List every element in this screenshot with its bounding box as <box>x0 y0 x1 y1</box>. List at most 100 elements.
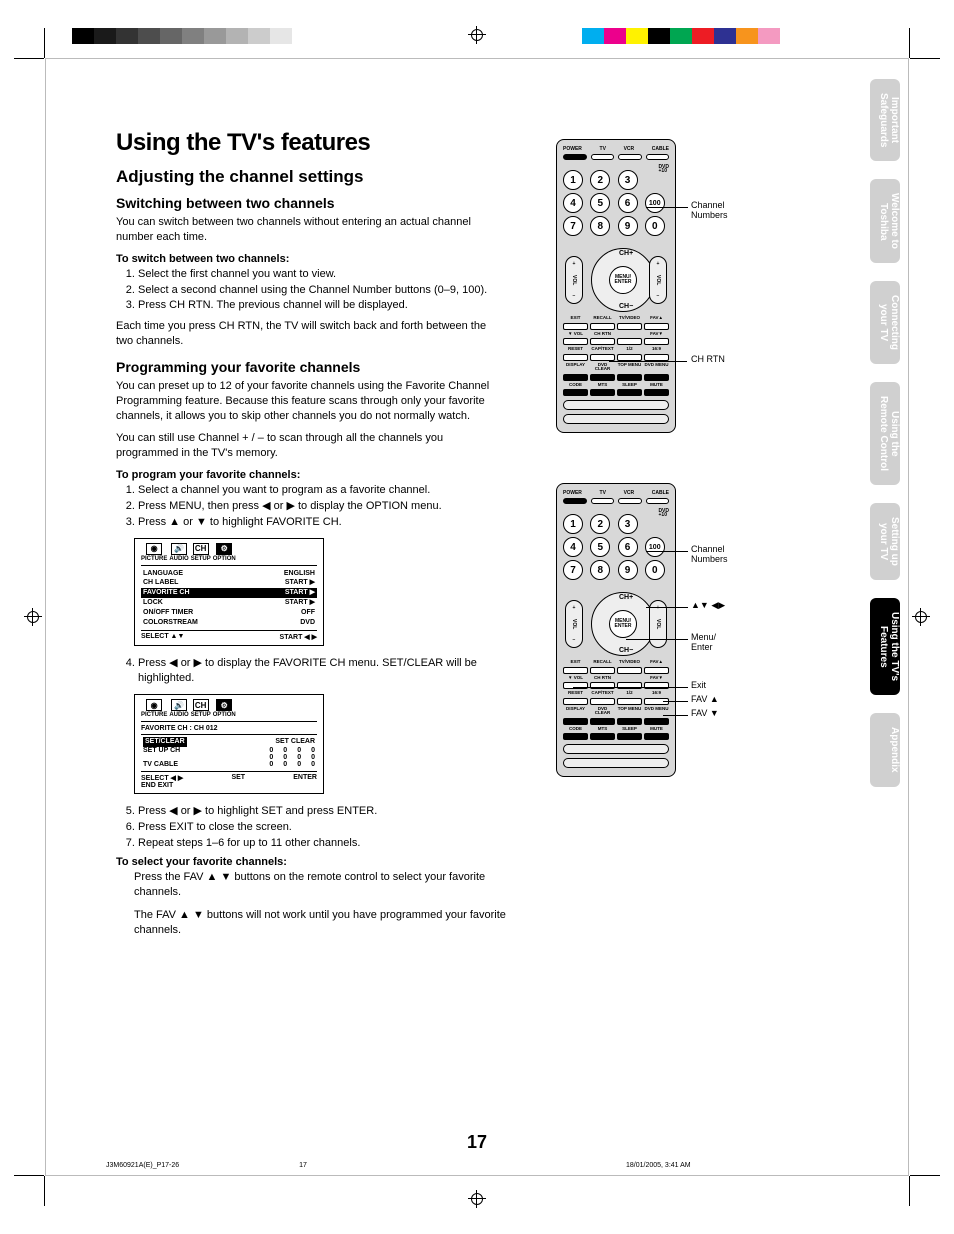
step: Press MENU, then press ◀ or ▶ to display… <box>138 499 506 514</box>
page-title: Using the TV's features <box>116 129 506 157</box>
footer-metadata: J3M60921A(E)_P17-26 17 <box>106 1162 307 1169</box>
osd-row: SET UP CH0000 <box>141 747 317 754</box>
osd-foot-text: SET <box>231 774 245 782</box>
section-tab[interactable]: Connecting your TV <box>870 281 900 364</box>
osd-row: CH LABELSTART ▶ <box>141 578 317 588</box>
procedure-steps: Press ◀ or ▶ to display the FAVORITE CH … <box>116 656 506 686</box>
callout: FAV ▲ <box>691 695 719 705</box>
body-text: You can still use Channel + / – to scan … <box>116 431 506 461</box>
osd-row: LOCKSTART ▶ <box>141 598 317 608</box>
callout: Channel Numbers <box>691 201 728 221</box>
callout: Exit <box>691 681 706 691</box>
callout-text: FAV ▲ <box>691 694 719 704</box>
remote-diagram: POWERTVVCRCABLEDVD1234561007890+10 +VOL−… <box>556 483 676 777</box>
procedure-steps: Press ◀ or ▶ to highlight SET and press … <box>116 804 506 851</box>
osd-tab: ◉PICTURE <box>141 543 167 562</box>
body-text: Each time you press CH RTN, the TV will … <box>116 319 506 349</box>
osd-tab: CHSETUP <box>191 543 211 562</box>
crop-mark <box>910 58 940 59</box>
section-tab[interactable]: Appendix <box>870 713 900 787</box>
subsection-heading: Programming your favorite channels <box>116 359 506 375</box>
procedure-heading: To program your favorite channels: <box>116 469 506 481</box>
procedure-heading: To select your favorite channels: <box>116 856 506 868</box>
osd-row-label: SET/CLEAR <box>143 737 187 747</box>
callout: FAV ▼ <box>691 709 719 719</box>
step: Press CH RTN. The previous channel will … <box>138 298 506 313</box>
osd-tab: CHSETUP <box>191 699 211 718</box>
procedure-steps: Select a channel you want to program as … <box>116 483 506 530</box>
osd-tab-label: SETUP <box>191 712 211 718</box>
osd-row: ON/OFF TIMEROFF <box>141 608 317 618</box>
callout-text: Menu/ Enter <box>691 632 716 652</box>
section-tab[interactable]: Welcome to Toshiba <box>870 179 900 263</box>
osd-menu-favorite: ◉PICTURE 🔊AUDIO CHSETUP ⚙OPTION FAVORITE… <box>134 694 324 794</box>
step: Press ◀ or ▶ to highlight SET and press … <box>138 804 506 819</box>
main-content: Using the TV's features Adjusting the ch… <box>116 129 506 946</box>
registration-target <box>24 608 42 626</box>
step: Repeat steps 1–6 for up to 11 other chan… <box>138 836 506 851</box>
step: Press ◀ or ▶ to display the FAVORITE CH … <box>138 656 506 686</box>
callout-text: ▲▼ ◀▶ <box>691 600 725 610</box>
osd-row: 0000 <box>141 754 317 761</box>
callout-text: Channel Numbers <box>691 544 728 564</box>
printer-grayscale-bar <box>72 28 292 44</box>
callout-text: CH RTN <box>691 354 725 364</box>
osd-tab-label: OPTION <box>213 556 236 562</box>
osd-tab-label: AUDIO <box>169 712 188 718</box>
osd-foot-text: SELECT ◀ ▶ <box>141 774 183 782</box>
callout-text: FAV ▼ <box>691 708 719 718</box>
page-frame: Using the TV's features Adjusting the ch… <box>45 58 909 1176</box>
section-tab[interactable]: Using the Remote Control <box>870 382 900 485</box>
osd-row: TV CABLE0000 <box>141 761 317 768</box>
osd-tab: ⚙OPTION <box>213 543 236 562</box>
footer-page: 17 <box>299 1162 307 1169</box>
callout: Channel Numbers <box>691 545 728 565</box>
step: Select a channel you want to program as … <box>138 483 506 498</box>
registration-target <box>468 26 486 44</box>
footer-timestamp: 18/01/2005, 3:41 AM <box>626 1162 691 1169</box>
osd-row: FAVORITE CHSTART ▶ <box>141 588 317 598</box>
osd-tabs: ◉PICTURE 🔊AUDIO CHSETUP ⚙OPTION <box>141 699 317 722</box>
osd-row-value: SET CLEAR <box>275 737 315 747</box>
section-tab[interactable]: Using the TV's Features <box>870 598 900 695</box>
osd-tab-label: OPTION <box>213 712 236 718</box>
osd-tab: 🔊AUDIO <box>169 543 188 562</box>
osd-row: COLORSTREAMDVD <box>141 618 317 628</box>
section-tab[interactable]: Important Safeguards <box>870 79 900 161</box>
crop-mark <box>14 58 44 59</box>
remote-illustrations: POWERTVVCRCABLEDVD1234561007890+10 +VOL−… <box>556 139 776 827</box>
section-heading: Adjusting the channel settings <box>116 167 506 187</box>
osd-tabs: ◉PICTURE 🔊AUDIO CHSETUP ⚙OPTION <box>141 543 317 566</box>
crop-mark <box>44 28 45 58</box>
subsection-heading: Switching between two channels <box>116 195 506 211</box>
callout: Menu/ Enter <box>691 633 716 653</box>
procedure-heading: To switch between two channels: <box>116 253 506 265</box>
step: Press EXIT to close the screen. <box>138 820 506 835</box>
osd-footer: SELECT ◀ ▶ SET ENTER END EXIT <box>141 771 317 789</box>
osd-row: LANGUAGEENGLISH <box>141 569 317 579</box>
body-text: Press the FAV ▲ ▼ buttons on the remote … <box>116 870 506 900</box>
body-text: The FAV ▲ ▼ buttons will not work until … <box>116 908 506 938</box>
section-tabs: Important Safeguards Welcome to Toshiba Co… <box>870 79 900 787</box>
osd-tab: ⚙OPTION <box>213 699 236 718</box>
callout-text: Channel Numbers <box>691 200 728 220</box>
osd-footer: SELECT ▲▼ START ◀ ▶ <box>141 630 317 641</box>
crop-mark <box>910 1175 940 1176</box>
osd-tab: 🔊AUDIO <box>169 699 188 718</box>
body-text: You can switch between two channels with… <box>116 215 506 245</box>
printer-color-bar <box>560 28 780 44</box>
procedure-steps: Select the first channel you want to vie… <box>116 267 506 314</box>
registration-target <box>912 608 930 626</box>
section-tab[interactable]: Setting up your TV <box>870 503 900 580</box>
step: Select the first channel you want to vie… <box>138 267 506 282</box>
footer-doc: J3M60921A(E)_P17-26 <box>106 1162 179 1169</box>
body-text: You can preset up to 12 of your favorite… <box>116 379 506 424</box>
callout: ▲▼ ◀▶ <box>691 601 725 611</box>
crop-mark <box>909 1176 910 1206</box>
callout: CH RTN <box>691 355 725 365</box>
step: Press ▲ or ▼ to highlight FAVORITE CH. <box>138 515 506 530</box>
osd-tab-label: SETUP <box>191 556 211 562</box>
step: Select a second channel using the Channe… <box>138 283 506 298</box>
registration-target <box>468 1190 486 1208</box>
osd-menu-option: ◉PICTURE 🔊AUDIO CHSETUP ⚙OPTION LANGUAGE… <box>134 538 324 647</box>
